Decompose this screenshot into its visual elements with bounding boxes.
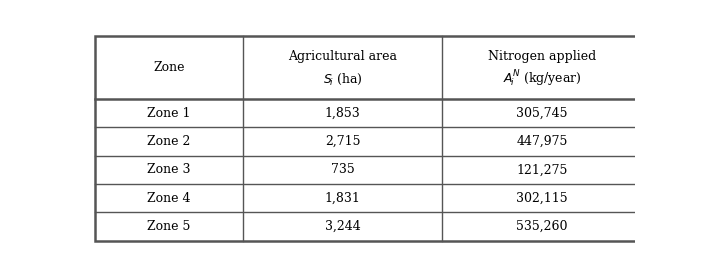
Text: 2,715: 2,715 [325,135,360,148]
Text: 1,853: 1,853 [324,107,360,120]
Text: Agricultural area: Agricultural area [288,51,397,63]
Text: 121,275: 121,275 [516,164,568,176]
Text: $\mathbf{\mathit{S}}_{\!\mathbf{\mathit{i}}}$ (ha): $\mathbf{\mathit{S}}_{\!\mathbf{\mathit{… [323,72,362,87]
Text: 305,745: 305,745 [516,107,568,120]
Text: 3,244: 3,244 [324,220,360,233]
Text: 735: 735 [331,164,355,176]
Text: 302,115: 302,115 [516,192,568,205]
Text: Zone 2: Zone 2 [147,135,190,148]
Text: 1,831: 1,831 [324,192,360,205]
Text: Nitrogen applied: Nitrogen applied [488,51,596,63]
Text: Zone 3: Zone 3 [147,164,191,176]
Text: Zone 4: Zone 4 [147,192,191,205]
Text: 447,975: 447,975 [516,135,568,148]
Text: Zone 5: Zone 5 [147,220,190,233]
Text: 535,260: 535,260 [516,220,568,233]
Text: Zone 1: Zone 1 [147,107,191,120]
Text: $\mathbf{\mathit{A}}_{\!\mathbf{\mathit{i}}}^{\mathbf{\mathit{N}}}$ (kg/year): $\mathbf{\mathit{A}}_{\!\mathbf{\mathit{… [503,69,581,89]
Text: Zone: Zone [153,61,185,74]
